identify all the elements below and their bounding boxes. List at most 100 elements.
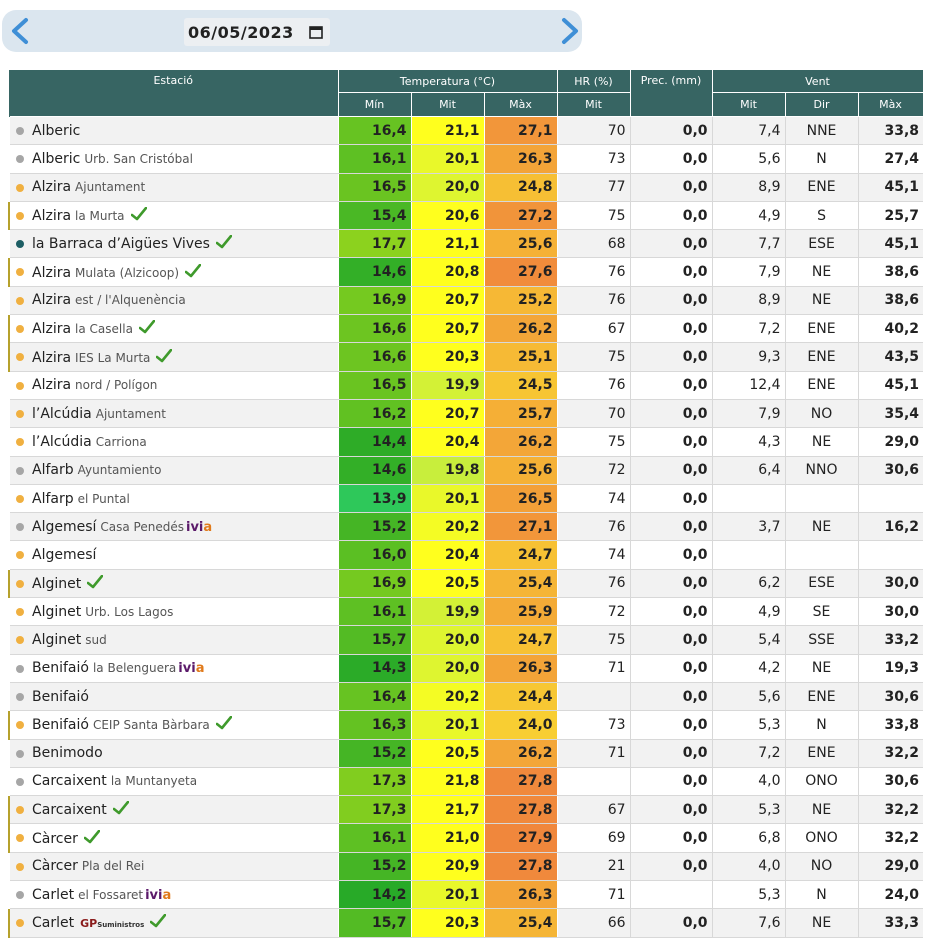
calendar-icon[interactable] bbox=[308, 24, 324, 40]
station-cell[interactable]: Alginet sud bbox=[9, 625, 338, 655]
tmin-subheader[interactable]: Mín bbox=[337, 92, 412, 117]
station-cell[interactable]: Alzira est / l'Alquenència bbox=[9, 286, 338, 316]
station-cell[interactable]: Alfarp el Puntal bbox=[9, 484, 338, 514]
station-cell[interactable]: Alberic Urb. San Cristóbal bbox=[9, 144, 338, 174]
station-cell[interactable]: Carcaixent bbox=[8, 795, 338, 825]
hr-cell: 76 bbox=[556, 569, 631, 599]
station-name[interactable]: Alzira bbox=[32, 292, 72, 309]
station-name[interactable]: Alzira bbox=[32, 349, 72, 366]
date-input[interactable]: 06/05/2023 bbox=[184, 18, 330, 46]
station-status-dot bbox=[16, 268, 24, 277]
hr-cell bbox=[556, 682, 631, 712]
precipitation-cell: 0,0 bbox=[629, 144, 713, 174]
station-cell[interactable]: Carlet el Fossaret ivia bbox=[9, 880, 338, 910]
precipitation-cell: 0,0 bbox=[629, 173, 713, 202]
station-cell[interactable]: l’Alcúdia Ajuntament bbox=[9, 399, 338, 429]
station-cell[interactable]: Alzira nord / Polígon bbox=[9, 371, 338, 400]
tmax-cell: 27,1 bbox=[483, 116, 558, 146]
station-sublocation: sud bbox=[85, 632, 107, 647]
wind-max-cell: 30,0 bbox=[857, 597, 924, 627]
station-name[interactable]: Alginet bbox=[32, 631, 82, 648]
station-cell[interactable]: Alberic bbox=[9, 116, 338, 146]
station-name[interactable]: Alzira bbox=[32, 208, 72, 225]
hr-cell: 76 bbox=[556, 257, 631, 287]
tmin-cell: 14,6 bbox=[337, 456, 412, 485]
station-name[interactable]: l’Alcúdia bbox=[32, 405, 92, 422]
station-cell[interactable]: Carcaixent la Muntanyeta bbox=[9, 767, 338, 797]
station-cell[interactable]: Algemesí bbox=[9, 540, 338, 570]
station-cell[interactable]: Alzira IES La Murta bbox=[8, 342, 338, 372]
station-name[interactable]: Alberic bbox=[32, 122, 81, 139]
station-cell[interactable]: Càrcer bbox=[8, 823, 338, 853]
station-name[interactable]: Alzira bbox=[32, 377, 72, 394]
wind-mit-cell: 6,4 bbox=[711, 456, 786, 485]
station-cell[interactable]: Càrcer Pla del Rei bbox=[9, 852, 338, 882]
station-name[interactable]: Benimodo bbox=[32, 745, 103, 762]
station-cell[interactable]: Alzira Mulata (Alzicoop) bbox=[8, 257, 338, 287]
wind-mit-cell: 7,2 bbox=[711, 739, 786, 768]
station-cell[interactable]: Benifaió la Belenguera ivia bbox=[9, 654, 338, 683]
table-row: Alzira la Casella 16,6 20,7 26,2 67 0,0 7,2 ENE 4… bbox=[8, 314, 924, 344]
station-cell[interactable]: Alzira la Casella bbox=[8, 314, 338, 344]
station-name[interactable]: Alginet bbox=[32, 603, 82, 620]
tmax-cell: 26,2 bbox=[483, 739, 558, 768]
station-cell[interactable]: Benifaió bbox=[9, 682, 338, 712]
station-name[interactable]: Benifaió bbox=[32, 660, 89, 677]
tmin-cell: 16,1 bbox=[337, 823, 412, 853]
station-column-header[interactable]: Estació bbox=[9, 69, 339, 117]
tmax-cell: 27,1 bbox=[483, 512, 558, 542]
wind-column-header: Vent bbox=[711, 69, 924, 93]
tmin-cell: 14,6 bbox=[337, 257, 412, 287]
table-row: Alfarb Ayuntamiento 14,6 19,8 25,6 72 0,0 6,4 NN… bbox=[9, 456, 924, 485]
precipitation-cell: 0,0 bbox=[629, 739, 713, 768]
station-name[interactable]: Alginet bbox=[32, 575, 82, 592]
station-cell[interactable]: l’Alcúdia Carriona bbox=[9, 427, 338, 457]
station-name[interactable]: Alzira bbox=[32, 264, 72, 281]
station-cell[interactable]: Alginet Urb. Los Lagos bbox=[9, 597, 338, 627]
station-name[interactable]: Carlet bbox=[32, 886, 75, 903]
wind-dir-cell: N bbox=[784, 710, 859, 740]
station-name[interactable]: Carcaixent bbox=[32, 802, 107, 819]
station-name[interactable]: Càrcer bbox=[32, 858, 78, 875]
station-cell[interactable]: Alzira la Murta bbox=[8, 201, 338, 231]
station-name[interactable]: l’Alcúdia bbox=[32, 433, 92, 450]
precipitation-cell: 0,0 bbox=[629, 710, 713, 740]
station-cell[interactable]: Benifaió CEIP Santa Bàrbara bbox=[8, 710, 338, 740]
next-day-chevron-icon[interactable] bbox=[554, 16, 584, 46]
station-cell[interactable]: Carlet GPSuministros bbox=[8, 908, 338, 938]
station-name[interactable]: Alfarb bbox=[32, 462, 74, 479]
tmit-cell: 20,6 bbox=[410, 201, 485, 231]
station-cell[interactable]: Alzira Ajuntament bbox=[9, 173, 338, 202]
tmax-cell: 25,6 bbox=[483, 456, 558, 485]
station-name[interactable]: Càrcer bbox=[32, 830, 78, 847]
station-name[interactable]: Benifaió bbox=[32, 717, 89, 734]
station-name[interactable]: Alberic bbox=[32, 150, 81, 167]
station-cell[interactable]: Alfarb Ayuntamiento bbox=[9, 456, 338, 485]
station-name[interactable]: Benifaió bbox=[32, 688, 89, 705]
precipitation-cell: 0,0 bbox=[629, 540, 713, 570]
wind-max-cell: 33,2 bbox=[857, 625, 924, 655]
station-name[interactable]: Carlet bbox=[32, 915, 75, 932]
station-cell[interactable]: Benimodo bbox=[9, 739, 338, 768]
station-status-dot bbox=[16, 438, 24, 447]
station-name[interactable]: Algemesí bbox=[32, 518, 97, 535]
tmit-cell: 20,1 bbox=[410, 484, 485, 514]
station-cell[interactable]: la Barraca d’Aigües Vives bbox=[9, 229, 338, 259]
station-name[interactable]: Alfarp bbox=[32, 490, 74, 507]
wind-max-subheader[interactable]: Màx bbox=[857, 92, 924, 117]
hr-mit-subheader[interactable]: Mit bbox=[556, 92, 631, 117]
previous-day-chevron-icon[interactable] bbox=[6, 16, 36, 46]
tmax-subheader[interactable]: Màx bbox=[483, 92, 558, 117]
wind-dir-subheader[interactable]: Dir bbox=[784, 92, 859, 117]
wind-mit-cell: 5,3 bbox=[711, 710, 786, 740]
precipitation-cell: 0,0 bbox=[629, 201, 713, 231]
station-name[interactable]: Alzira bbox=[32, 179, 72, 196]
station-name[interactable]: Algemesí bbox=[32, 547, 97, 564]
tmit-subheader[interactable]: Mit bbox=[410, 92, 485, 117]
station-name[interactable]: Carcaixent bbox=[32, 773, 107, 790]
wind-mit-subheader[interactable]: Mit bbox=[711, 92, 786, 117]
station-cell[interactable]: Algemesí Casa Penedés ivia bbox=[9, 512, 338, 542]
station-name[interactable]: la Barraca d’Aigües Vives bbox=[32, 236, 210, 253]
station-name[interactable]: Alzira bbox=[32, 321, 72, 338]
station-cell[interactable]: Alginet bbox=[8, 569, 338, 599]
